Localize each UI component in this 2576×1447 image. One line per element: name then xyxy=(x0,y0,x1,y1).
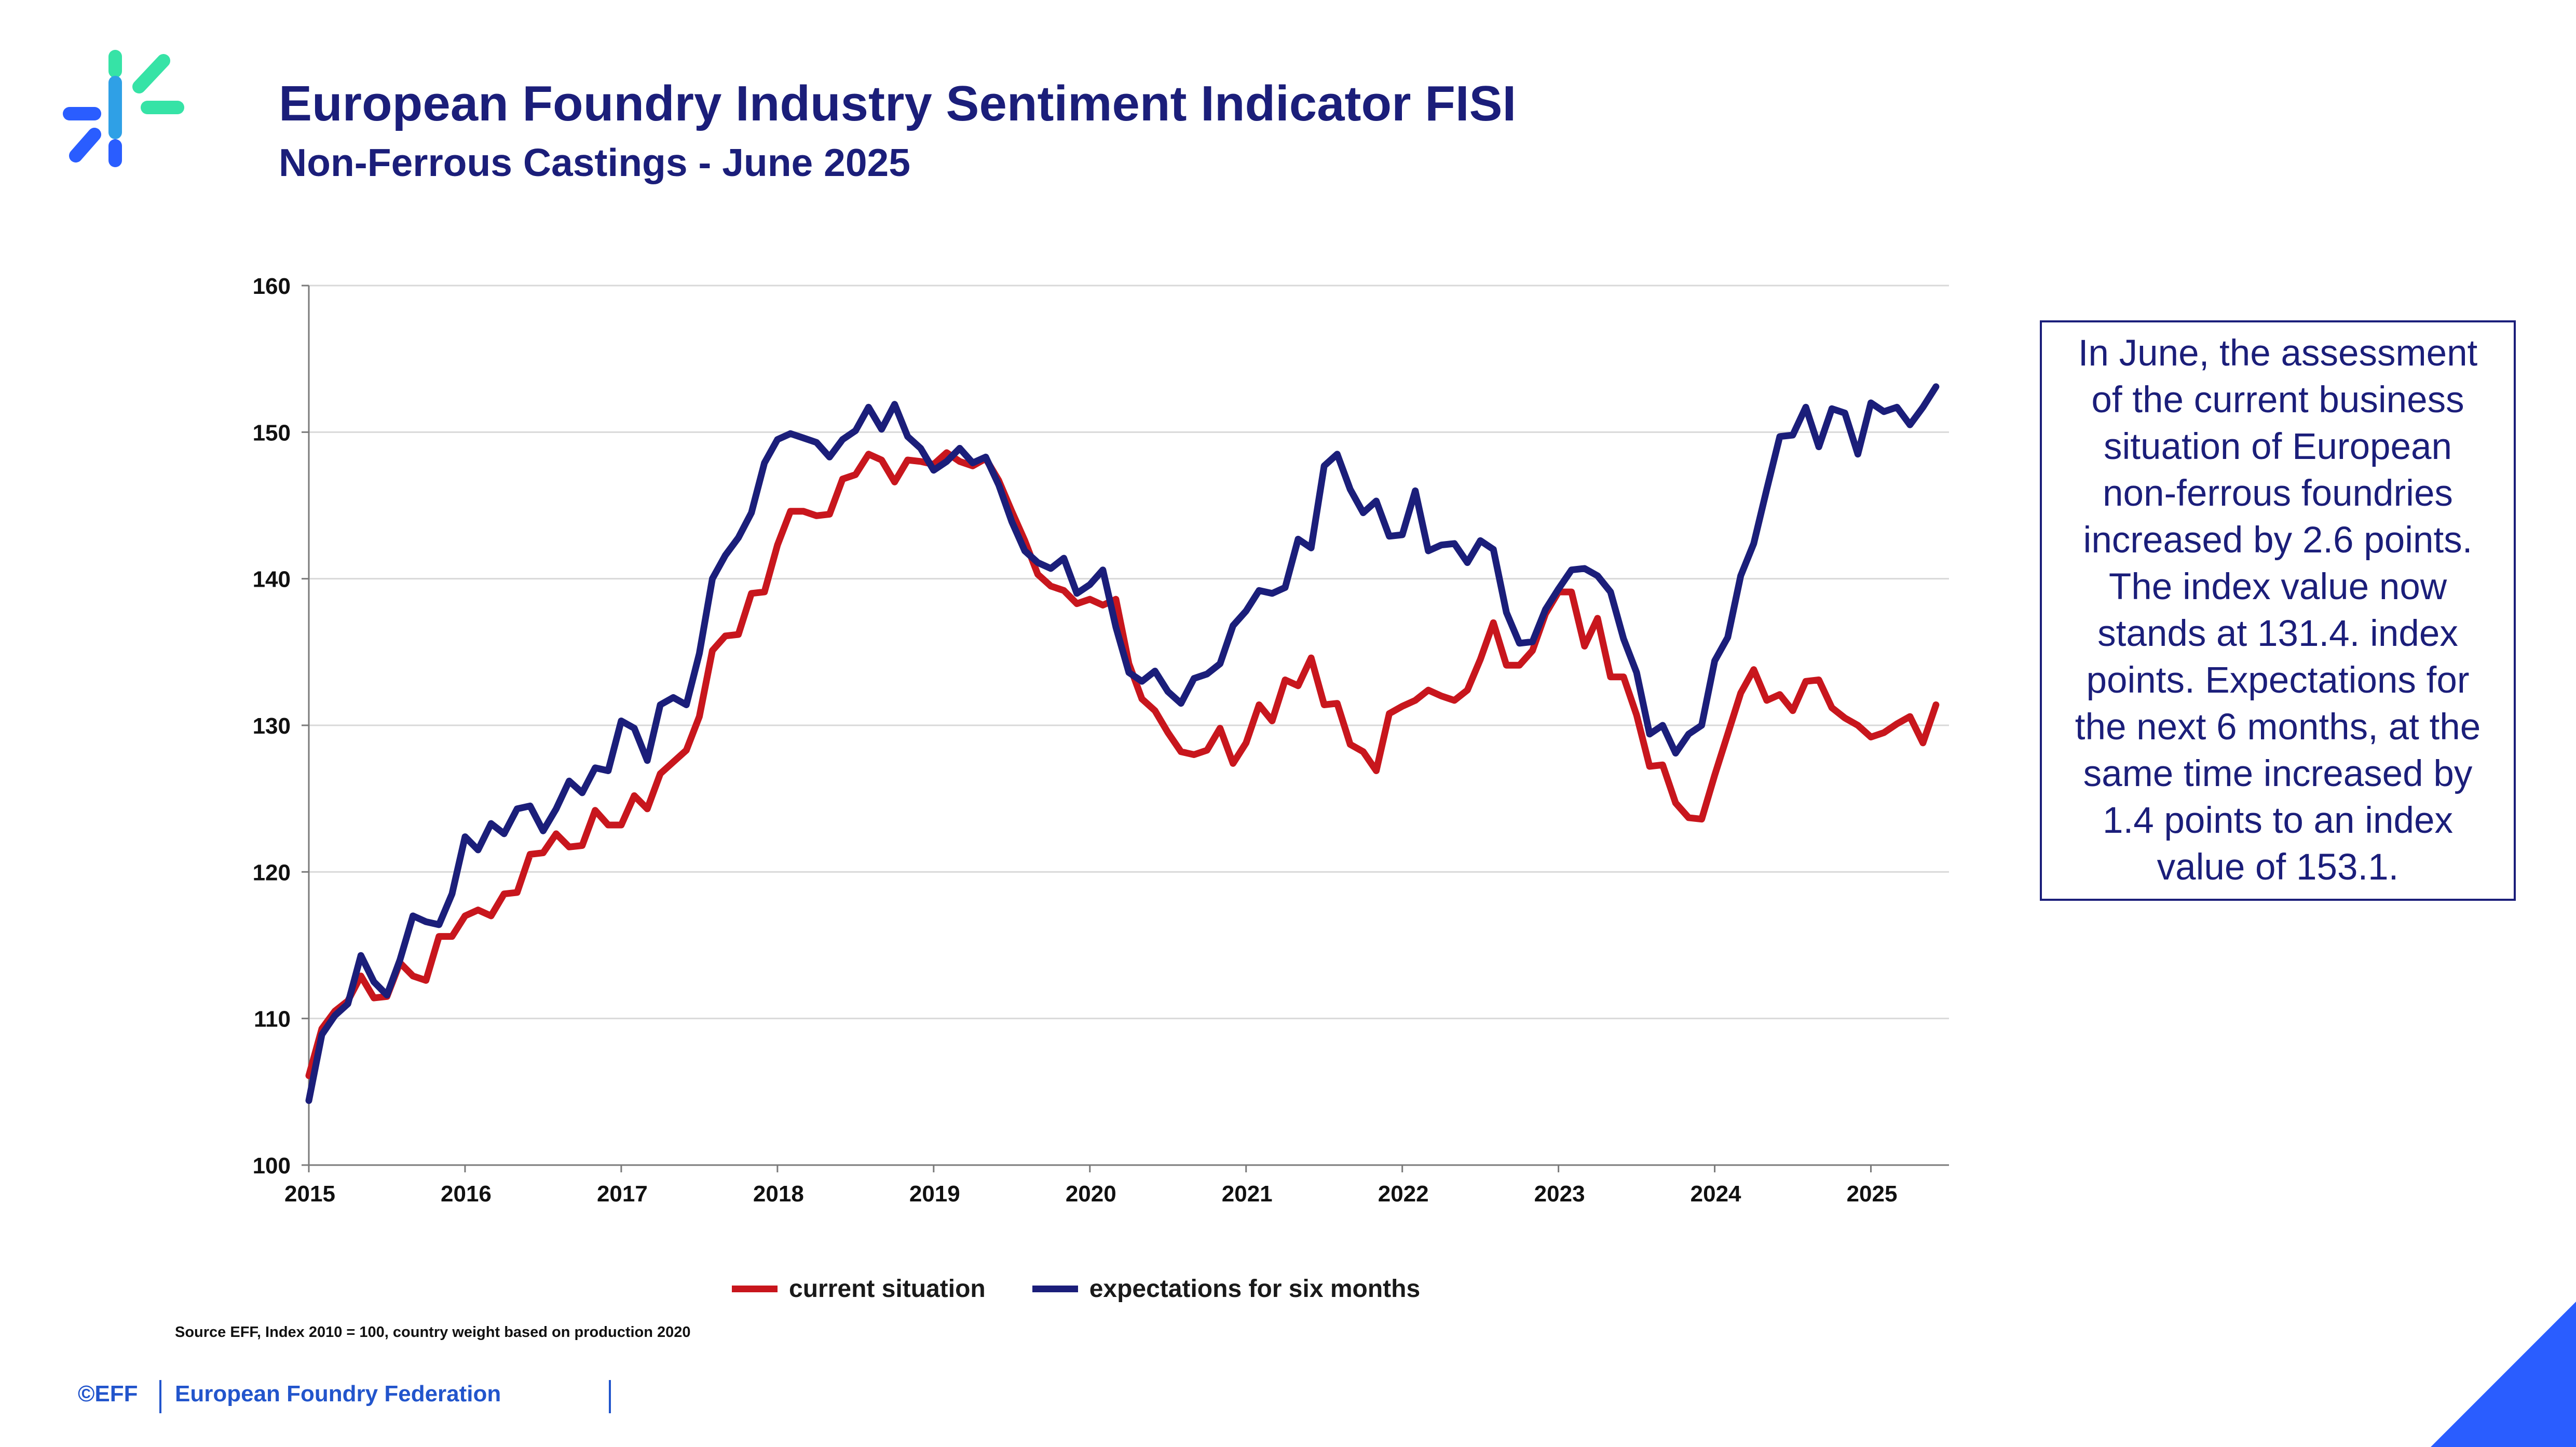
series-line-expectations xyxy=(305,383,1940,1104)
x-tick-labels: 2015 2016 2017 2018 2019 2020 2021 2022 2023 2024… xyxy=(284,1181,1897,1207)
x-tick-label: 2015 xyxy=(284,1181,335,1207)
legend-swatch-current xyxy=(732,1285,778,1292)
y-tick-label: 130 xyxy=(253,713,291,739)
gridlines xyxy=(309,285,1949,1020)
axes xyxy=(302,285,1949,1172)
x-tick-label: 2021 xyxy=(1222,1181,1273,1207)
legend-label-current: current situation xyxy=(789,1275,986,1303)
footer-organization: European Foundry Federation xyxy=(175,1381,501,1407)
y-tick-labels: 100 110 120 130 140 150 160 xyxy=(253,274,291,1179)
y-tick-label: 120 xyxy=(253,860,291,885)
x-tick-label: 2016 xyxy=(441,1181,492,1207)
x-tick-label: 2022 xyxy=(1378,1181,1429,1207)
summary-box: In June, the assessment of the current b… xyxy=(2040,320,2516,901)
x-tick-label: 2017 xyxy=(597,1181,648,1207)
series-lines xyxy=(305,383,1940,1104)
page-title: European Foundry Industry Sentiment Indi… xyxy=(279,76,1517,131)
series-line-current-situation xyxy=(305,449,1940,1079)
y-tick-label: 160 xyxy=(253,274,291,299)
x-tick-label: 2020 xyxy=(1066,1181,1116,1207)
footer-copyright: ©EFF xyxy=(78,1381,138,1407)
x-tick-label: 2019 xyxy=(909,1181,960,1207)
summary-text: In June, the assessment of the current b… xyxy=(2075,333,2481,888)
corner-accent xyxy=(2431,1302,2576,1447)
legend-item-current: current situation xyxy=(732,1275,986,1303)
y-tick-label: 150 xyxy=(253,420,291,445)
legend-item-expectations: expectations for six months xyxy=(1032,1275,1420,1303)
footer-divider-end xyxy=(609,1380,611,1413)
page-subtitle: Non-Ferrous Castings - June 2025 xyxy=(279,141,910,184)
x-tick-label: 2023 xyxy=(1534,1181,1585,1207)
y-tick-label: 140 xyxy=(253,567,291,592)
y-tick-label: 100 xyxy=(253,1153,291,1179)
eff-logo xyxy=(63,50,184,167)
source-note: Source EFF, Index 2010 = 100, country we… xyxy=(175,1324,691,1341)
x-tick-label: 2024 xyxy=(1691,1181,1741,1207)
legend-label-expectations: expectations for six months xyxy=(1089,1275,1421,1303)
chart-legend: current situation expectations for six m… xyxy=(732,1270,1420,1307)
legend-swatch-expectations xyxy=(1032,1285,1078,1292)
y-tick-label: 110 xyxy=(254,1007,291,1032)
footer-divider xyxy=(159,1380,161,1413)
x-tick-label: 2025 xyxy=(1847,1181,1898,1207)
x-tick-label: 2018 xyxy=(753,1181,804,1207)
